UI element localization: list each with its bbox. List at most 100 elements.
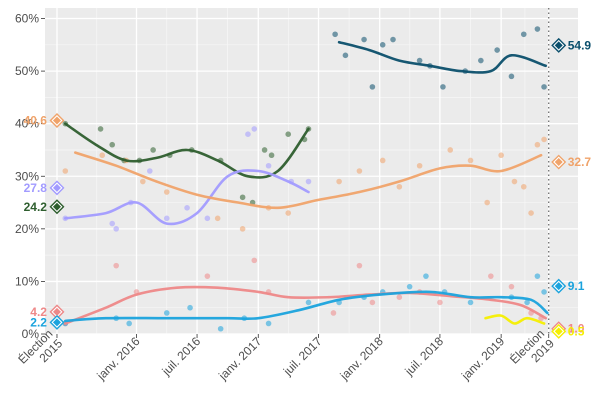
series-2-result-2019-label: 32.7	[568, 155, 592, 169]
x-tick-label: juil. 2017	[280, 334, 325, 379]
poll-point	[356, 168, 363, 174]
poll-point	[541, 84, 547, 90]
x-tick-label-group: janv. 2018	[337, 334, 386, 383]
poll-point	[379, 157, 386, 164]
poll-point	[163, 310, 170, 316]
series-0-trend-line	[64, 122, 310, 179]
poll-point	[140, 178, 146, 185]
poll-point	[396, 183, 403, 190]
poll-point	[251, 126, 258, 132]
series-5-polls	[332, 26, 547, 90]
poll-point	[163, 189, 170, 195]
poll-point	[285, 210, 292, 216]
series-3-result-2015-label: 4.2	[30, 305, 47, 319]
poll-point	[467, 299, 474, 306]
poll-point	[541, 136, 547, 143]
x-tick-label: juil. 2018	[401, 334, 446, 379]
x-tick-label-group: janv. 2016	[93, 334, 142, 383]
poll-point	[126, 320, 132, 327]
series-6-result-2019-label: 0.5	[568, 324, 585, 338]
x-tick-label: janv. 2019	[458, 334, 507, 383]
poll-point	[62, 168, 69, 174]
poll-point	[204, 273, 211, 279]
poll-point	[416, 162, 423, 169]
series-4-result-2019-marker	[554, 282, 563, 291]
poll-point	[379, 42, 386, 48]
poll-point	[508, 73, 515, 80]
x-tick-label-group: juil. 2018	[401, 334, 446, 379]
series-6-result-2019-marker	[554, 327, 563, 336]
poll-point	[109, 141, 116, 148]
series-0-result-2015-label: 24.2	[24, 200, 48, 214]
series-4-result-2019-label: 9.1	[568, 279, 585, 293]
poll-point	[361, 36, 367, 43]
poll-point	[498, 152, 504, 159]
poll-point	[99, 152, 106, 159]
poll-point	[488, 273, 494, 279]
series-2-polls	[62, 136, 547, 232]
poll-point	[406, 283, 413, 290]
poll-point	[416, 57, 423, 64]
poll-point	[396, 294, 403, 300]
series-1-result-2015-label: 27.8	[24, 181, 48, 195]
x-tick-label-group: juil. 2017	[280, 334, 325, 379]
poll-point	[484, 199, 490, 206]
poll-point	[214, 215, 221, 222]
poll-point	[113, 262, 119, 269]
poll-point	[305, 299, 312, 306]
poll-point	[217, 325, 224, 332]
x-tick-label-group: juil. 2016	[159, 334, 204, 379]
series-3-result-2019-label: 1.0	[568, 322, 585, 336]
series-4-result-2015-marker	[52, 318, 61, 327]
series-4-trend-line	[64, 290, 549, 323]
poll-point	[437, 299, 443, 306]
poll-point	[369, 84, 376, 90]
poll-point	[447, 147, 454, 153]
poll-point	[245, 131, 251, 137]
poll-point	[268, 152, 275, 159]
poll-point	[511, 178, 518, 185]
poll-point	[541, 289, 547, 295]
poll-point	[528, 210, 534, 216]
poll-point	[440, 84, 446, 90]
poll-point	[285, 131, 292, 137]
poll-point	[332, 31, 338, 38]
series-3-trend-line	[64, 285, 547, 325]
poll-point	[163, 215, 170, 222]
poll-point	[520, 183, 527, 190]
series-6-trend-line	[484, 314, 546, 325]
x-tick-label-group: janv. 2017	[215, 334, 264, 383]
x-tick-label: janv. 2017	[215, 334, 264, 383]
poll-point	[534, 141, 541, 148]
poll-point	[97, 126, 104, 132]
series-1-result-2015-marker	[52, 183, 61, 192]
series-2-result-2015-label: 40.6	[24, 114, 48, 128]
series-1-trend-line	[64, 169, 310, 226]
poll-point	[508, 283, 515, 290]
y-tick-label: 40%	[15, 117, 39, 131]
series-0-result-2015-marker	[52, 202, 61, 211]
series-5-result-2019-label: 54.9	[568, 38, 592, 52]
poll-point	[467, 157, 474, 164]
poll-point	[356, 262, 363, 269]
x-tick-label: janv. 2016	[93, 334, 142, 383]
poll-point	[478, 57, 484, 64]
poll-point	[494, 47, 500, 53]
series-2-result-2019-marker	[554, 158, 563, 167]
y-tick-label: 50%	[15, 64, 39, 78]
series-5-result-2019-marker	[554, 41, 563, 50]
series-4-result-2015-label: 2.2	[30, 315, 47, 329]
poll-point	[204, 215, 211, 222]
series-3-result-2015-marker	[52, 307, 61, 316]
poll-point	[336, 178, 342, 185]
poll-point	[390, 36, 396, 43]
series-5-trend-line	[337, 40, 547, 74]
y-tick-label: 30%	[15, 169, 39, 183]
poll-point	[187, 304, 193, 311]
series-2-result-2015-marker	[52, 116, 61, 125]
y-tick-label: 60%	[15, 12, 39, 26]
x-tick-label-group: janv. 2019	[458, 334, 507, 383]
x-tick-label: janv. 2018	[337, 334, 386, 383]
